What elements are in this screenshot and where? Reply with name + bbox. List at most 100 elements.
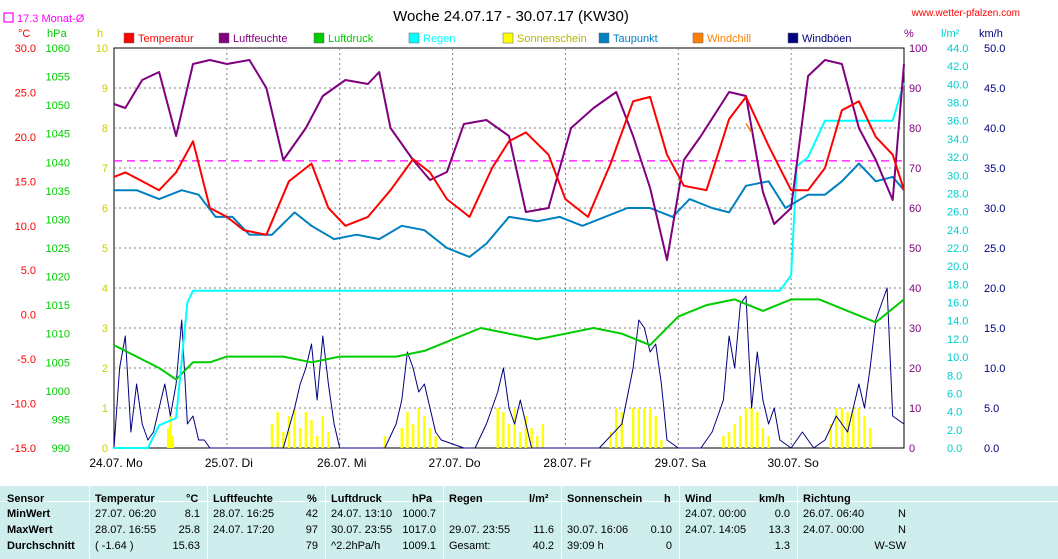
stats-header-sensor: Sensor <box>7 493 45 505</box>
axis-tick-label: 25.0 <box>984 243 1005 255</box>
axis-tick-label: 20.0 <box>15 132 36 144</box>
legend-label: Sonnenschein <box>517 33 587 45</box>
axis-temp: 30.0 25.0 20.0 15.0 10.0 5.0 0.0 -5.0 -10.0 -15.0 <box>11 43 36 455</box>
stats-cell: 24.07. 00:00 <box>803 524 865 536</box>
unit-rain: l/m² <box>941 28 960 40</box>
unit-press: hPa <box>47 28 67 40</box>
series-regen <box>114 82 905 449</box>
stats-header-press-unit: hPa <box>412 493 433 505</box>
legend-swatch <box>218 32 230 44</box>
stats-table: Sensor Temperatur °C Luftfeuchte % Luftd… <box>0 486 1058 559</box>
axis-tick-label: 1045 <box>46 129 70 141</box>
stats-cell: 30.07. 23:55 <box>331 524 393 536</box>
sunshine-bar <box>434 436 437 448</box>
axis-tick-label: 100 <box>909 43 927 55</box>
sunshine-bar <box>287 416 291 448</box>
sunshine-bar <box>400 428 403 448</box>
sunshine-bar <box>643 408 646 448</box>
stats-col-divider <box>679 486 680 559</box>
axis-tick-label: 1 <box>102 403 108 415</box>
sunshine-bar <box>417 408 420 448</box>
axis-tick-label: 1005 <box>46 357 70 369</box>
axis-tick-label: 36.0 <box>947 116 968 128</box>
stats-cell: 24.07. 00:00 <box>685 508 747 520</box>
axis-tick-label: 6.0 <box>947 388 962 400</box>
axis-tick-label: 15.0 <box>15 176 36 188</box>
axis-tick-label: 10 <box>909 403 921 415</box>
weather-chart: Woche 24.07.17 - 30.07.17 (KW30) www.wet… <box>3 8 1020 470</box>
sunshine-bar <box>536 436 539 448</box>
stats-col-divider <box>797 486 798 559</box>
axis-tick-label: 20.0 <box>984 283 1005 295</box>
axis-tick-label: 45.0 <box>984 83 1005 95</box>
site-link[interactable]: www.wetter-pfalzen.com <box>911 8 1020 19</box>
legend-swatch <box>787 32 799 44</box>
axis-tick-label: 1000 <box>46 386 70 398</box>
axis-tick-label: 30.0 <box>984 203 1005 215</box>
sunshine-bar <box>863 416 866 448</box>
axis-tick-label: 28.0 <box>947 188 968 200</box>
chart-series <box>113 59 905 449</box>
x-axis: 24.07. Mo 25.07. Di 26.07. Mi 27.07. Do 28.0… <box>89 456 819 470</box>
stats-cell: 79 <box>305 540 318 552</box>
legend-label: Luftfeuchte <box>233 33 287 45</box>
series-windchill <box>745 123 753 133</box>
stats-cell: Gesamt: <box>449 540 491 552</box>
stats-cell: 15.63 <box>172 540 200 552</box>
axis-tick-label: 30 <box>909 323 921 335</box>
stats-header-press: Luftdruck <box>331 493 382 505</box>
stats-cell: 24.07. 17:20 <box>213 524 275 536</box>
stats-col-divider <box>443 486 444 559</box>
legend-swatch <box>598 32 610 44</box>
sunshine-bar <box>756 412 759 448</box>
sunshine-bar <box>406 412 409 448</box>
stats-header-sun: Sonnenschein <box>567 493 643 505</box>
sunshine-bar <box>282 432 285 448</box>
axis-tick-label: 50 <box>909 243 921 255</box>
axis-tick-label: -15.0 <box>11 443 36 455</box>
axis-tick-label: 26.0 <box>947 207 968 219</box>
sunshine-bar <box>507 424 511 448</box>
axis-tick-label: -5.0 <box>17 354 36 366</box>
x-tick-label: 27.07. Do <box>429 456 481 470</box>
sunshine-bar <box>293 408 296 448</box>
sunshine-bar <box>868 428 872 448</box>
sunshine-bar <box>383 436 387 448</box>
axis-wind: 50.0 45.0 40.0 35.0 30.0 25.0 20.0 15.0 10.0 5.0 0… <box>984 43 1005 455</box>
stats-header-wind: Wind <box>685 493 712 505</box>
x-tick-label: 29.07. Sa <box>655 456 707 470</box>
sunshine-bar <box>513 408 516 448</box>
axis-tick-label: 1030 <box>46 214 70 226</box>
stats-header-temp-unit: °C <box>186 493 199 505</box>
axis-tick-label: 5.0 <box>984 403 999 415</box>
sunshine-bar <box>750 408 753 448</box>
stats-cell: 26.07. 06:40 <box>803 508 865 520</box>
sunshine-bar <box>315 436 319 448</box>
axis-tick-label: 70 <box>909 163 921 175</box>
legend-swatch <box>408 32 420 44</box>
axis-tick-label: 60 <box>909 203 921 215</box>
stats-row-label: MinWert <box>7 508 51 520</box>
stats-cell: 97 <box>305 524 318 536</box>
stats-cell: N <box>898 524 906 536</box>
axis-press: 1060 1055 1050 1045 1040 1035 1030 1025 1020 1015… <box>46 43 70 455</box>
sunshine-bar <box>428 428 432 448</box>
legend-label: Temperatur <box>138 33 194 45</box>
axis-tick-label: 1055 <box>46 72 70 84</box>
axis-tick-label: 6 <box>102 203 108 215</box>
monat-marker-icon <box>3 12 14 23</box>
series-luftdruck <box>113 298 905 381</box>
stats-cell: 29.07. 23:55 <box>449 524 511 536</box>
x-tick-label: 26.07. Mi <box>317 456 366 470</box>
axis-tick-label: 5.0 <box>21 265 36 277</box>
axis-tick-label: 990 <box>52 443 70 455</box>
unit-wind: km/h <box>979 28 1003 40</box>
axis-tick-label: 1035 <box>46 186 70 198</box>
axis-tick-label: 44.0 <box>947 43 968 55</box>
stats-cell: W-SW <box>874 540 906 552</box>
sunshine-bar <box>761 428 765 448</box>
axis-tick-label: 7 <box>102 163 108 175</box>
sunshine-bar <box>615 408 618 448</box>
